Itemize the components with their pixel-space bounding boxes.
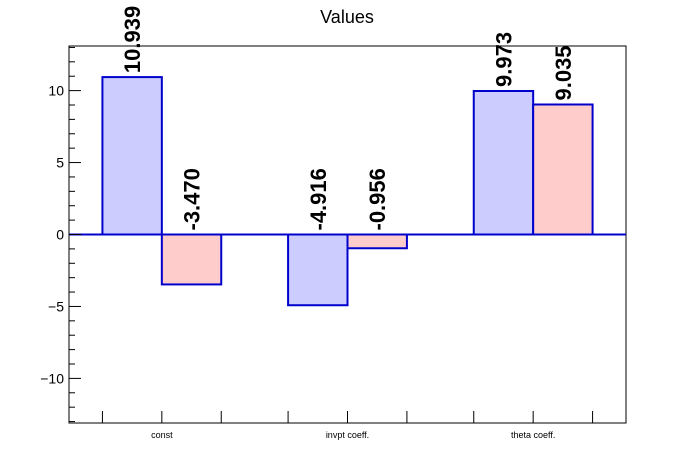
labels-layer: 10.939 -4.916 9.973 -3.470 -0.956 9.035: [120, 6, 576, 231]
chart-title: Values: [320, 7, 374, 27]
x-category-label: const: [151, 430, 173, 440]
bar-s1-c0: [160, 233, 223, 286]
data-label-s1-c2: 9.035: [551, 45, 576, 100]
bar-s0-c1: [287, 233, 349, 307]
data-label-s0-c0: 10.939: [120, 6, 145, 73]
x-category-label: theta coeff.: [511, 430, 555, 440]
bar-s0-c0: [101, 76, 163, 236]
x-category-label: invpt coeff.: [326, 430, 369, 440]
axis-layer: −10 −5 0 5 10 const invpt coeff. theta coeff.: [40, 46, 594, 440]
y-tick-label: −10: [40, 370, 64, 386]
data-label-s0-c1: -4.916: [306, 168, 331, 230]
bar-s1-c1: [346, 233, 408, 250]
bar-s0-c2: [472, 89, 535, 236]
y-tick-label: −5: [48, 298, 64, 314]
y-tick-label: 10: [48, 83, 64, 99]
data-label-s0-c2: 9.973: [491, 32, 516, 87]
bars-layer: [101, 76, 594, 307]
bar-s1-c2: [532, 103, 594, 236]
data-label-s1-c1: -0.956: [365, 168, 390, 230]
y-tick-label: 0: [56, 227, 64, 243]
data-label-s1-c0: -3.470: [180, 168, 205, 230]
y-tick-label: 5: [56, 155, 64, 171]
